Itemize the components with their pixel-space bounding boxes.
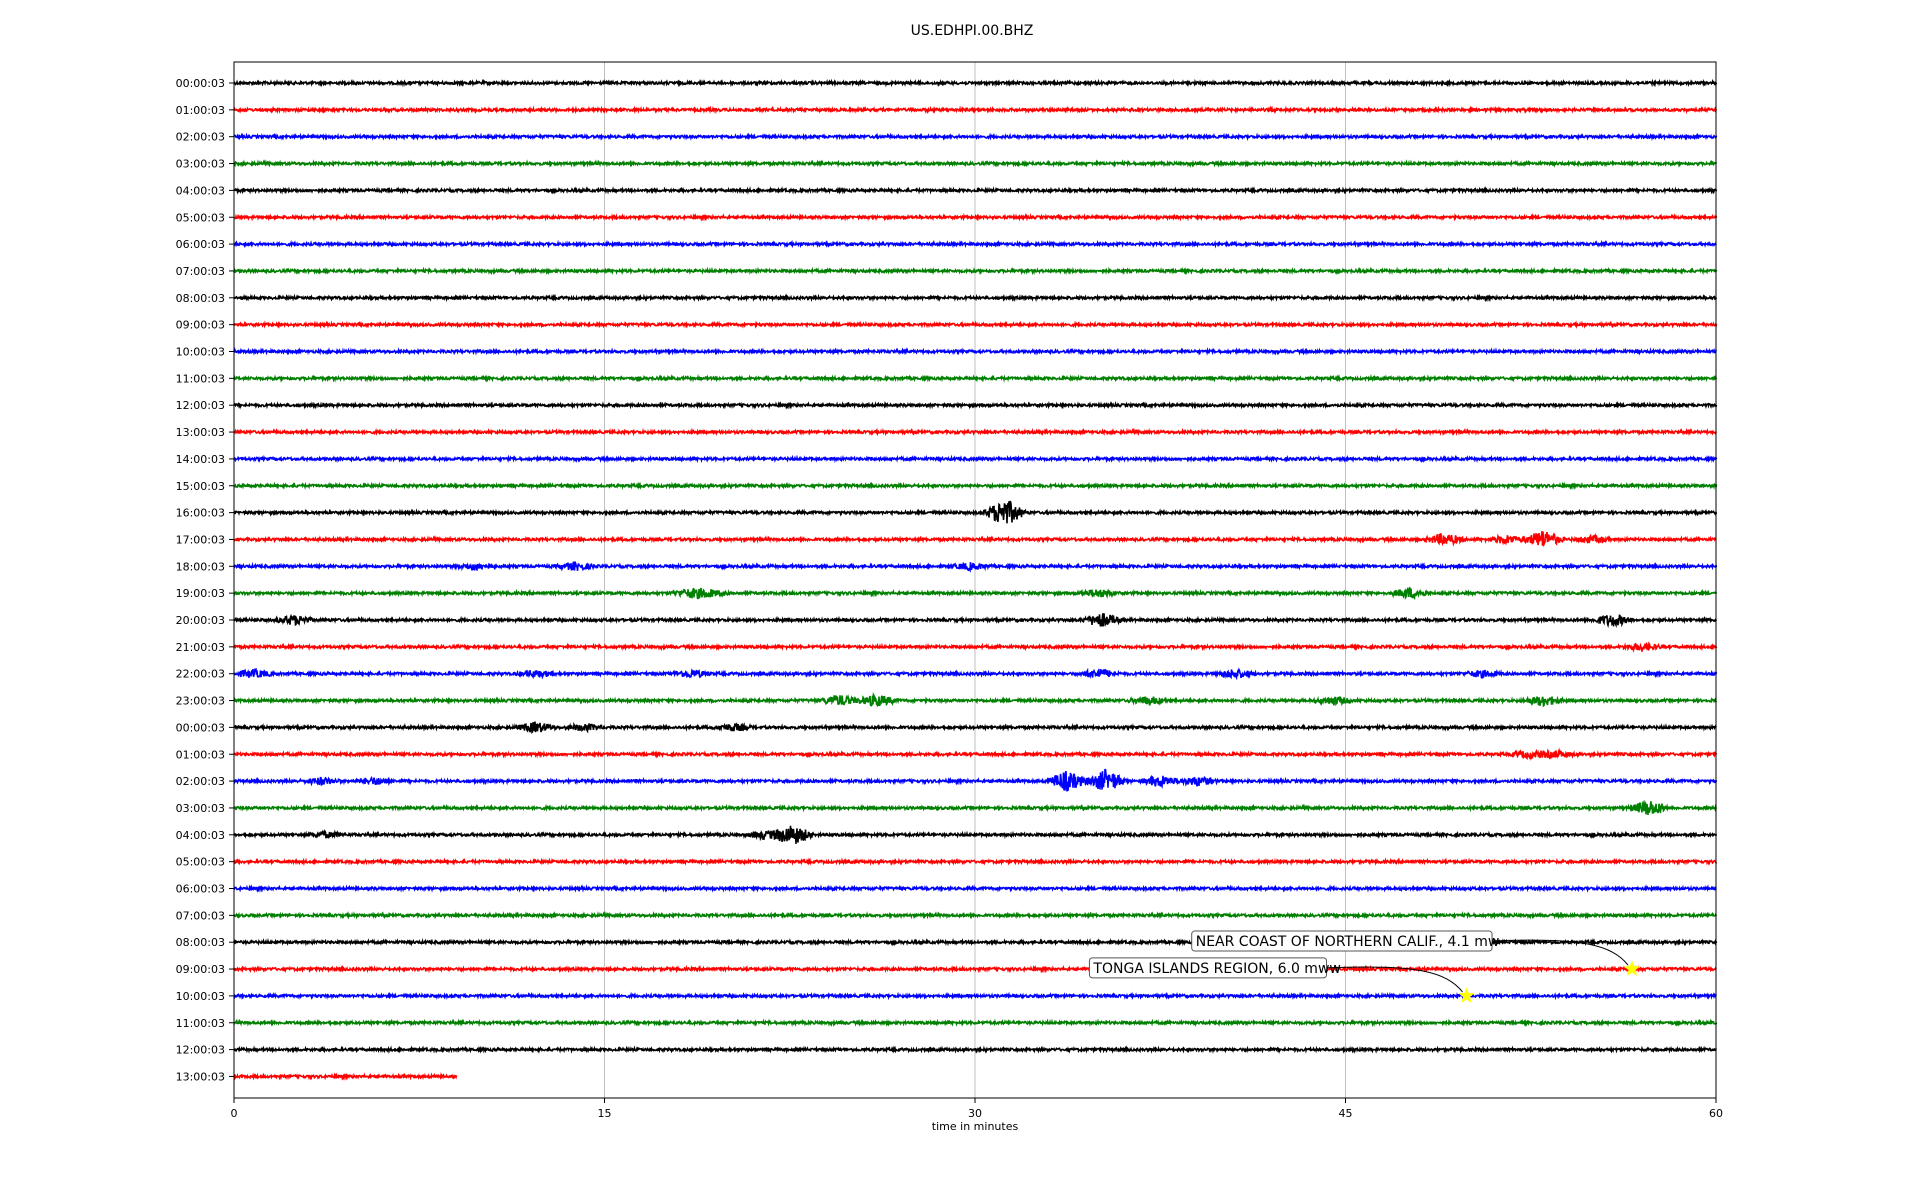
x-tick-label: 60 [1709,1107,1723,1120]
trace-line [233,78,1718,88]
trace-line [233,721,1717,734]
x-tick-labels: 0 15 30 45 60 [231,1098,1723,1120]
trace-line [233,373,1718,383]
trace-line [233,481,1718,491]
y-tick-label: 14:00:03 [176,453,225,466]
y-tick-label: 05:00:03 [176,211,225,224]
y-tick-label: 03:00:03 [176,802,225,815]
y-tick-label: 09:00:03 [176,963,225,976]
trace-line [233,691,1718,708]
trace-line [233,105,1718,115]
y-tick-label: 19:00:03 [176,587,225,600]
y-tick-label: 07:00:03 [176,265,225,278]
y-tick-label: 20:00:03 [176,614,225,627]
trace-line [233,427,1717,437]
x-tick-label: 30 [968,1107,982,1120]
annotation-label: TONGA ISLANDS REGION, 6.0 mww [1092,961,1340,977]
y-tick-label: 10:00:03 [176,346,225,359]
y-tick-label: 00:00:03 [176,77,225,90]
event-annotations: NEAR COAST OF NORTHERN CALIF., 4.1 mw TON… [1088,930,1641,1003]
y-tick-label: 11:00:03 [176,372,225,385]
trace-line [233,400,1718,410]
trace-line [233,910,1718,920]
y-tick-label: 17:00:03 [176,533,225,546]
trace-line [233,347,1717,356]
trace-line [233,768,1718,792]
y-tick-label: 22:00:03 [176,668,225,681]
annotation-connector [1491,939,1629,966]
y-tick-label: 04:00:03 [176,829,225,842]
y-tick-label: 21:00:03 [176,641,225,654]
y-tick-label: 06:00:03 [176,238,225,251]
y-tick-label: 02:00:03 [176,131,225,144]
y-tick-label: 11:00:03 [176,1017,225,1030]
annotation-box [1191,930,1493,952]
y-tick-label: 07:00:03 [176,909,225,922]
trace-line [233,239,1717,249]
trace-line [233,991,1717,1001]
trace-line [233,500,1718,524]
y-tick-label: 05:00:03 [176,856,225,869]
trace-line [233,586,1718,600]
y-tick-label: 13:00:03 [176,426,225,439]
y-tick-label: 13:00:03 [176,1070,225,1083]
trace-line [233,857,1718,867]
trace-line [233,641,1718,653]
event-annotation: NEAR COAST OF NORTHERN CALIF., 4.1 mw [1191,930,1641,977]
trace-line [233,159,1718,168]
y-tick-label: 06:00:03 [176,883,225,896]
x-tick-label: 15 [598,1107,612,1120]
y-tick-label: 18:00:03 [176,560,225,573]
y-tick-labels: 00:00:03 01:00:03 02:00:03 03:00:03 04:00:03… [176,77,234,1083]
y-tick-label: 10:00:03 [176,990,225,1003]
trace-line [233,531,1717,548]
trace-line [233,1072,458,1081]
y-tick-label: 15:00:03 [176,480,225,493]
trace-line [233,964,1717,974]
y-tick-label: 02:00:03 [176,775,225,788]
trace-line [233,1018,1718,1028]
trace-line [233,266,1718,276]
trace-line [233,320,1718,330]
x-tick-label: 45 [1339,1107,1353,1120]
y-tick-label: 03:00:03 [176,158,225,171]
x-tick-label: 0 [231,1107,238,1120]
trace-line [233,212,1718,222]
y-tick-label: 12:00:03 [176,399,225,412]
trace-line [233,884,1717,893]
y-tick-label: 09:00:03 [176,319,225,332]
annotation-label: NEAR COAST OF NORTHERN CALIF., 4.1 mw [1196,934,1500,950]
event-star-marker [1458,987,1475,1003]
trace-line [233,825,1718,844]
grid-lines [604,62,1346,1098]
event-star-marker [1623,960,1641,977]
trace-line [233,561,1718,573]
y-tick-label: 16:00:03 [176,507,225,520]
trace-line [233,799,1718,815]
y-tick-label: 08:00:03 [176,292,225,305]
y-tick-label: 12:00:03 [176,1044,225,1057]
trace-line [233,293,1718,303]
trace-line [233,454,1718,464]
y-tick-label: 01:00:03 [176,104,225,117]
trace-line [233,185,1718,195]
event-annotation: TONGA ISLANDS REGION, 6.0 mww [1088,957,1475,1003]
y-tick-label: 04:00:03 [176,184,225,197]
y-tick-label: 01:00:03 [176,748,225,761]
trace-line [233,747,1718,761]
x-axis-label: time in minutes [932,1120,1019,1133]
chart-title: US.EDHPI.00.BHZ [911,23,1034,39]
trace-line [233,613,1718,629]
y-tick-label: 08:00:03 [176,936,225,949]
y-tick-label: 00:00:03 [176,721,225,734]
trace-line [233,132,1718,142]
plot-frame [233,61,1717,1099]
trace-line [233,667,1718,681]
y-tick-label: 23:00:03 [176,695,225,708]
annotation-connector [1326,966,1463,993]
trace-line [233,1045,1717,1055]
annotation-box [1088,957,1328,979]
